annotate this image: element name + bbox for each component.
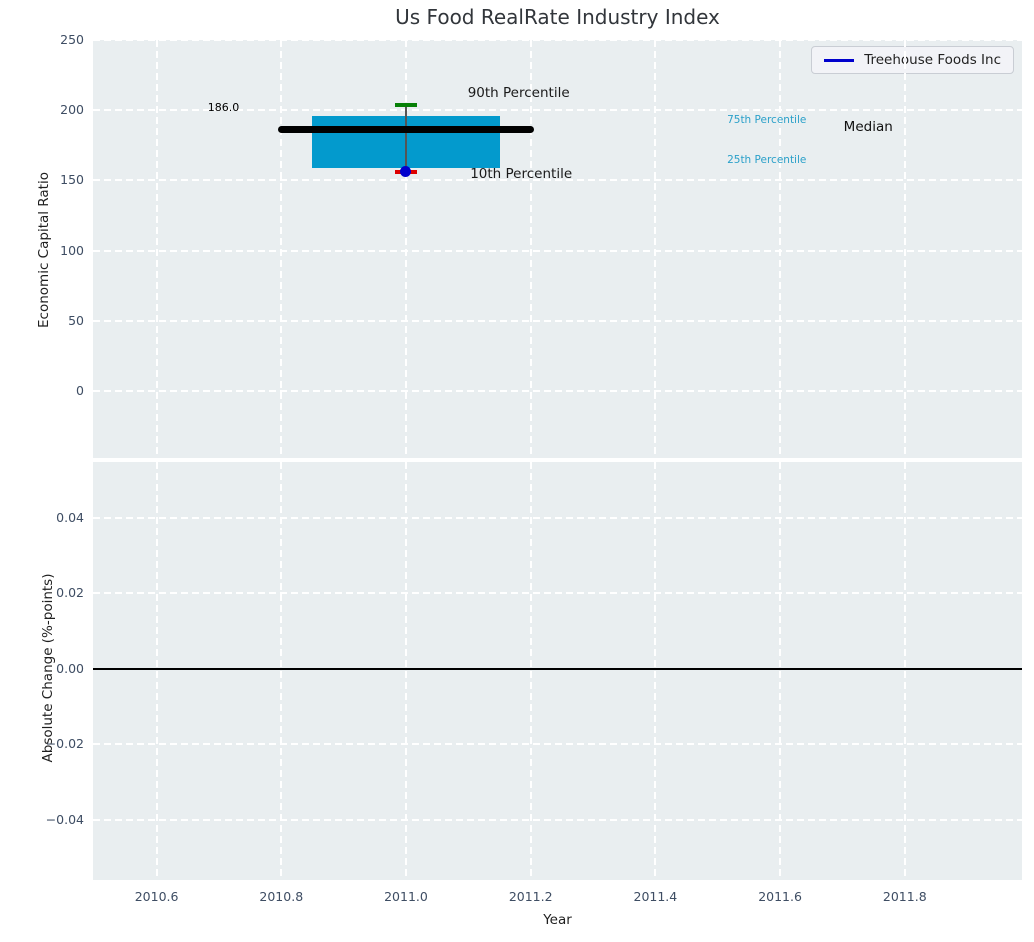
grid-line-horizontal-bottom: [93, 516, 1022, 519]
y-tick-label-bottom: 0.02: [56, 585, 84, 601]
p10-label: 10th Percentile: [470, 166, 573, 183]
p90-cap: [394, 103, 418, 108]
page-title: Us Food RealRate Industry Index: [395, 5, 720, 29]
grid-line-vertical-top: [903, 40, 906, 458]
legend: Treehouse Foods Inc: [811, 46, 1014, 74]
grid-line-vertical-top: [779, 40, 782, 458]
p75-label: 75th Percentile: [727, 113, 807, 126]
x-tick-label: 2011.2: [508, 889, 553, 904]
grid-line-vertical-bottom: [654, 462, 657, 880]
p25-label: 25th Percentile: [727, 153, 807, 166]
y-tick-label-top: 200: [60, 102, 84, 118]
x-tick-label: 2011.8: [882, 889, 927, 904]
whisker-line: [405, 105, 407, 170]
grid-line-horizontal-top: [93, 249, 1022, 252]
grid-line-horizontal-top: [93, 179, 1022, 182]
grid-line-horizontal-bottom: [93, 818, 1022, 821]
y-tick-label-bottom: −0.02: [45, 736, 84, 752]
x-tick-label: 2010.8: [259, 889, 304, 904]
x-tick-label: 2011.4: [633, 889, 678, 904]
grid-line-vertical-bottom: [280, 462, 283, 880]
x-tick-label: 2010.6: [134, 889, 179, 904]
grid-line-horizontal-top: [93, 109, 1022, 112]
grid-line-horizontal-bottom: [93, 592, 1022, 595]
y-tick-label-top: 250: [60, 32, 84, 47]
grid-line-vertical-top: [654, 40, 657, 458]
zero-reference-line: [93, 667, 1022, 670]
y-tick-label-top: 150: [60, 172, 84, 188]
median-line: [278, 126, 534, 134]
legend-line-icon: [824, 58, 855, 62]
y-tick-label-top: 50: [68, 312, 84, 328]
grid-line-vertical-top: [155, 40, 158, 458]
x-axis-label: Year: [543, 912, 572, 928]
median-label: Median: [843, 119, 893, 136]
y-tick-label-top: 100: [60, 242, 84, 258]
y-tick-label-top: 0: [76, 383, 84, 399]
y-tick-label-bottom: 0.00: [56, 660, 84, 676]
company-data-point: [400, 166, 412, 178]
grid-line-horizontal-top: [93, 390, 1022, 393]
grid-line-vertical-top: [280, 40, 283, 458]
x-tick-label: 2011.0: [384, 889, 428, 904]
grid-line-horizontal-bottom: [93, 743, 1022, 746]
legend-label: Treehouse Foods Inc: [864, 52, 1001, 68]
median-value-annotation: 186.0: [207, 100, 240, 114]
grid-line-vertical-bottom: [404, 462, 407, 880]
y-tick-label-bottom: 0.04: [56, 509, 84, 525]
grid-line-vertical-bottom: [529, 462, 532, 880]
grid-line-horizontal-top: [93, 319, 1022, 322]
grid-line-vertical-top: [404, 40, 407, 458]
bottom-axes-panel: [93, 462, 1022, 880]
grid-line-vertical-top: [529, 40, 532, 458]
grid-line-vertical-bottom: [903, 462, 906, 880]
grid-line-horizontal-top: [93, 39, 1022, 41]
x-tick-label: 2011.6: [758, 889, 802, 904]
grid-line-vertical-bottom: [155, 462, 158, 880]
p90-label: 90th Percentile: [467, 85, 570, 102]
grid-line-vertical-bottom: [779, 462, 782, 880]
y-tick-label-bottom: −0.04: [45, 811, 84, 827]
